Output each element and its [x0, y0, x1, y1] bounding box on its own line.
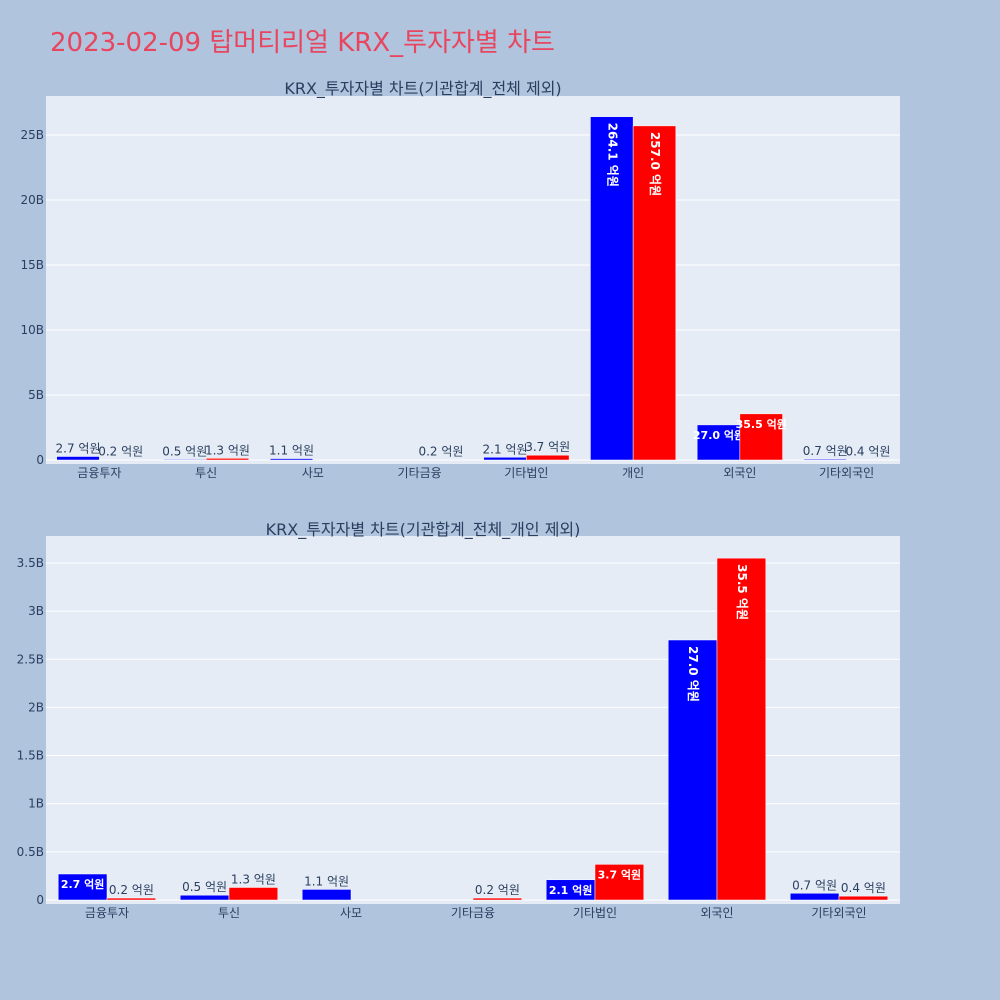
sell-bar	[739, 413, 783, 461]
sell-bar	[472, 897, 523, 901]
sell-bar	[205, 458, 250, 461]
data-label: 1.3 억원	[231, 872, 276, 886]
data-label: 257.0 억원	[648, 132, 662, 196]
plot-area	[46, 96, 900, 464]
data-label: 0.5 억원	[162, 444, 207, 458]
chart-title: KRX_투자자별 차트(기관합계_전체 제외)	[284, 79, 561, 99]
x-tick-label: 기타외국인	[819, 466, 874, 480]
sell-bar	[846, 459, 890, 461]
y-tick-label: 15B	[20, 258, 44, 272]
x-tick-label: 사모	[340, 906, 362, 920]
y-tick-label: 1B	[28, 797, 44, 811]
chart-1: 0 5B 10B 15B 20B 25B KRX_투자자별 차트(기관합계_전체 제외) 금융…	[20, 79, 900, 480]
data-label: 0.4 억원	[841, 881, 886, 895]
y-tick-label: 10B	[20, 323, 44, 337]
buy-bar	[789, 893, 840, 901]
data-label: 1.3 억원	[205, 443, 250, 457]
sell-bar	[526, 454, 570, 461]
y-tick-label: 0.5B	[17, 845, 44, 859]
y-tick-label: 3B	[28, 604, 44, 618]
buy-bar	[483, 457, 527, 461]
data-label: 2.7 억원	[56, 441, 101, 455]
y-tick-label: 5B	[28, 388, 44, 402]
sell-bar	[99, 459, 143, 461]
data-label: 27.0 억원	[693, 428, 744, 442]
buy-bar	[269, 458, 314, 461]
x-tick-label: 투신	[195, 466, 217, 480]
data-label: 0.7 억원	[803, 444, 848, 458]
sell-bar	[419, 459, 463, 461]
y-tick-label: 20B	[20, 193, 44, 207]
chart-2: 0 0.5B 1B 1.5B 2B 2.5B 3B 3.5B KRX_투자자별 차트(기관합계_…	[17, 520, 900, 920]
x-tick-label: 사모	[302, 466, 324, 480]
y-tick-label: 0	[36, 453, 44, 467]
buy-bar	[301, 889, 352, 901]
data-label: 1.1 억원	[304, 874, 349, 888]
sell-bar	[106, 897, 157, 901]
buy-bar	[667, 639, 718, 901]
data-label: 0.2 억원	[475, 883, 520, 897]
data-label: 35.5 억원	[735, 564, 749, 620]
data-label: 3.7 억원	[598, 867, 642, 881]
x-tick-label: 투신	[218, 906, 240, 920]
x-tick-label: 기타법인	[504, 466, 548, 480]
data-label: 0.5 억원	[182, 880, 227, 894]
data-label: 1.1 억원	[269, 444, 314, 458]
sell-bar	[632, 125, 677, 461]
x-tick-label: 금융투자	[85, 906, 129, 920]
buy-bar	[57, 873, 108, 901]
buy-bar	[179, 894, 230, 901]
data-label: 2.1 억원	[483, 442, 528, 456]
x-tick-label: 외국인	[723, 466, 756, 480]
data-label: 2.1 억원	[549, 883, 593, 897]
sell-bar	[716, 557, 767, 901]
data-label: 0.4 억원	[845, 444, 890, 458]
sell-bar	[594, 864, 645, 901]
x-tick-label: 기타금융	[451, 906, 495, 920]
data-label: 264.1 억원	[605, 123, 619, 187]
x-tick-label: 기타금융	[398, 466, 442, 480]
x-tick-label: 외국인	[700, 906, 733, 920]
x-tick-label: 개인	[622, 466, 644, 480]
data-label: 0.7 억원	[792, 878, 837, 892]
buy-bar	[696, 424, 741, 461]
data-label: 3.7 억원	[525, 440, 570, 454]
y-tick-label: 1.5B	[17, 749, 44, 763]
x-tick-label: 기타법인	[573, 906, 617, 920]
buy-bar	[803, 458, 847, 461]
data-label: 35.5 억원	[736, 417, 787, 431]
y-tick-label: 25B	[20, 128, 44, 142]
data-label: 0.2 억원	[109, 883, 154, 897]
data-label: 0.2 억원	[98, 445, 143, 459]
sell-bar	[838, 895, 889, 901]
data-label: 27.0 억원	[686, 646, 700, 702]
y-tick-label: 2B	[28, 700, 44, 714]
page-title: 2023-02-09 탑머티리얼 KRX_투자자별 차트	[50, 28, 555, 58]
x-tick-label: 기타외국인	[811, 906, 866, 920]
buy-bar	[56, 456, 100, 461]
y-tick-label: 3.5B	[17, 556, 44, 570]
sell-bar	[228, 887, 279, 901]
y-tick-label: 0	[36, 893, 44, 907]
plot-area	[46, 536, 900, 904]
data-label: 2.7 억원	[61, 877, 105, 891]
buy-bar	[163, 459, 207, 461]
x-tick-label: 금융투자	[77, 466, 121, 480]
chart-title: KRX_투자자별 차트(기관합계_전체_개인 제외)	[266, 520, 581, 540]
y-tick-label: 2.5B	[17, 652, 44, 666]
data-label: 0.2 억원	[418, 445, 463, 459]
